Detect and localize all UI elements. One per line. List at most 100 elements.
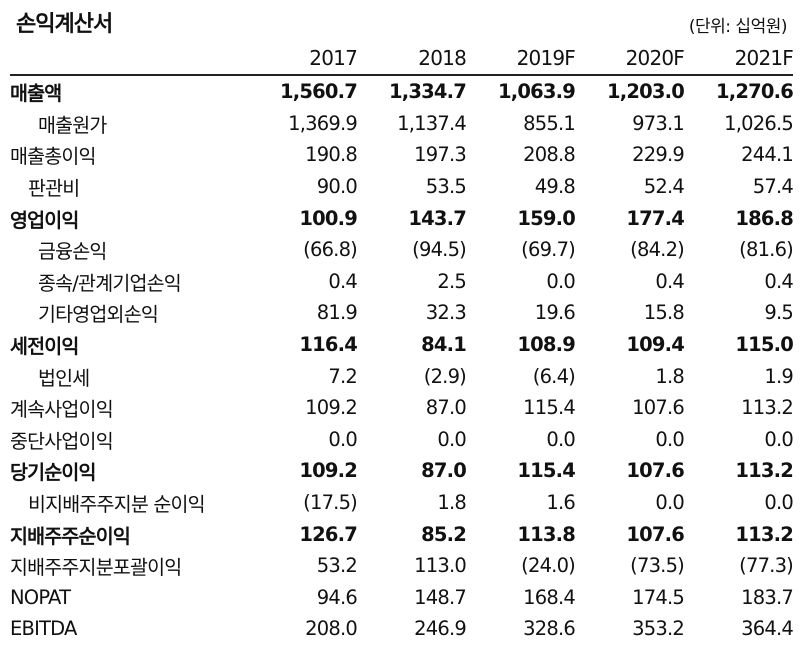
column-header: 2017 — [309, 46, 358, 70]
table-row: EBITDA 208.0 246.9 328.6 353.2 364.4 — [10, 613, 794, 645]
value-cell: 87.0 — [421, 459, 467, 483]
table-row: 종속/관계기업손익 0.4 2.5 0.0 0.4 0.4 — [10, 266, 794, 298]
value-cell: 244.1 — [741, 143, 794, 167]
row-label: NOPAT — [10, 585, 71, 609]
table-row: NOPAT 94.6 148.7 168.4 174.5 183.7 — [10, 582, 794, 614]
value-cell: 7.2 — [328, 364, 357, 388]
table-row: 비지배주주지분 순이익 (17.5) 1.8 1.6 0.0 0.0 — [10, 487, 794, 519]
value-cell: 0.4 — [655, 269, 684, 293]
value-cell: 9.5 — [764, 301, 793, 325]
value-cell: 0.4 — [764, 269, 793, 293]
table-row: 세전이익 116.4 84.1 108.9 109.4 115.0 — [10, 329, 794, 361]
column-header: 2019F — [516, 46, 576, 70]
value-cell: 0.0 — [764, 427, 793, 451]
table-row: 영업이익 100.9 143.7 159.0 177.4 186.8 — [10, 202, 794, 234]
value-cell: 15.8 — [643, 301, 685, 325]
value-cell: 1,026.5 — [724, 111, 794, 135]
value-cell: 116.4 — [299, 333, 357, 357]
value-cell: 1,560.7 — [279, 80, 358, 104]
income-statement-table: 2017 2018 2019F 2020F 2021F 매출액 1,560.7 1,… — [10, 42, 794, 645]
value-cell: 143.7 — [408, 206, 466, 230]
value-cell: 87.0 — [425, 396, 467, 420]
row-label: 판관비 — [28, 177, 80, 201]
value-cell: 855.1 — [523, 111, 576, 135]
value-cell: (81.6) — [739, 238, 794, 262]
row-label: EBITDA — [10, 617, 77, 641]
value-cell: 108.9 — [517, 333, 575, 357]
value-cell: 84.1 — [421, 333, 467, 357]
value-cell: 32.3 — [425, 301, 467, 325]
value-cell: 115.4 — [523, 396, 576, 420]
value-cell: 190.8 — [305, 143, 358, 167]
value-cell: (17.5) — [303, 491, 358, 515]
value-cell: 19.6 — [534, 301, 576, 325]
value-cell: 0.4 — [328, 269, 357, 293]
value-cell: 0.0 — [437, 427, 466, 451]
row-label: 종속/관계기업손익 — [38, 271, 182, 295]
value-cell: 57.4 — [752, 175, 794, 199]
value-cell: 246.9 — [414, 617, 467, 641]
value-cell: 115.0 — [735, 333, 793, 357]
value-cell: (6.4) — [532, 364, 576, 388]
row-label: 법인세 — [38, 366, 90, 390]
value-cell: 115.4 — [517, 459, 575, 483]
value-cell: 186.8 — [735, 206, 793, 230]
value-cell: 0.0 — [546, 427, 575, 451]
table-row: 지배주주지분포괄이익 53.2 113.0 (24.0) (73.5) (77.3) — [10, 550, 794, 582]
column-header: 2021F — [734, 46, 794, 70]
report-title: 손익계산서 — [16, 12, 113, 37]
value-cell: 113.2 — [741, 396, 794, 420]
value-cell: 208.0 — [305, 617, 358, 641]
column-header: 2018 — [418, 46, 467, 70]
value-cell: 85.2 — [421, 522, 467, 546]
value-cell: 174.5 — [632, 585, 685, 609]
value-cell: 1.9 — [764, 364, 793, 388]
value-cell: (73.5) — [630, 554, 685, 578]
table-row: 법인세 7.2 (2.9) (6.4) 1.8 1.9 — [10, 360, 794, 392]
value-cell: (2.9) — [423, 364, 467, 388]
value-cell: 113.2 — [735, 459, 793, 483]
value-cell: 973.1 — [632, 111, 685, 135]
value-cell: 1.6 — [546, 491, 575, 515]
unit-label: (단위: 십억원) — [688, 17, 788, 37]
value-cell: 0.0 — [655, 427, 684, 451]
row-label: 매출액 — [10, 82, 62, 106]
value-cell: 1.8 — [655, 364, 684, 388]
value-cell: 49.8 — [534, 175, 576, 199]
value-cell: 1,270.6 — [715, 80, 794, 104]
value-cell: 2.5 — [437, 269, 466, 293]
value-cell: (84.2) — [630, 238, 685, 262]
value-cell: 94.6 — [316, 585, 358, 609]
value-cell: 0.0 — [546, 269, 575, 293]
value-cell: 1,369.9 — [288, 111, 358, 135]
value-cell: 107.6 — [626, 459, 684, 483]
value-cell: 107.6 — [626, 522, 684, 546]
value-cell: 53.5 — [425, 175, 467, 199]
value-cell: (69.7) — [521, 238, 576, 262]
value-cell: (66.8) — [303, 238, 358, 262]
row-label: 영업이익 — [10, 208, 79, 232]
value-cell: 90.0 — [316, 175, 358, 199]
value-cell: 52.4 — [643, 175, 685, 199]
value-cell: 328.6 — [523, 617, 576, 641]
row-label: 당기순이익 — [10, 461, 97, 485]
table-row: 매출액 1,560.7 1,334.7 1,063.9 1,203.0 1,270.6 — [10, 76, 794, 108]
table-row: 계속사업이익 109.2 87.0 115.4 107.6 113.2 — [10, 392, 794, 424]
row-label: 기타영업외손익 — [38, 303, 159, 327]
table-header: 2017 2018 2019F 2020F 2021F — [10, 42, 794, 76]
value-cell: (24.0) — [521, 554, 576, 578]
value-cell: 1.8 — [437, 491, 466, 515]
value-cell: 168.4 — [523, 585, 576, 609]
row-label: 금융손익 — [38, 240, 107, 264]
row-label: 지배주주지분포괄이익 — [10, 556, 182, 580]
value-cell: 107.6 — [632, 396, 685, 420]
value-cell: 1,063.9 — [497, 80, 576, 104]
table-row: 금융손익 (66.8) (94.5) (69.7) (84.2) (81.6) — [10, 234, 794, 266]
value-cell: 353.2 — [632, 617, 685, 641]
value-cell: 208.8 — [523, 143, 576, 167]
value-cell: 0.0 — [328, 427, 357, 451]
value-cell: 109.4 — [626, 333, 684, 357]
table-body: 매출액 1,560.7 1,334.7 1,063.9 1,203.0 1,270.6 매출… — [10, 76, 794, 645]
value-cell: 113.0 — [414, 554, 467, 578]
value-cell: 100.9 — [299, 206, 357, 230]
